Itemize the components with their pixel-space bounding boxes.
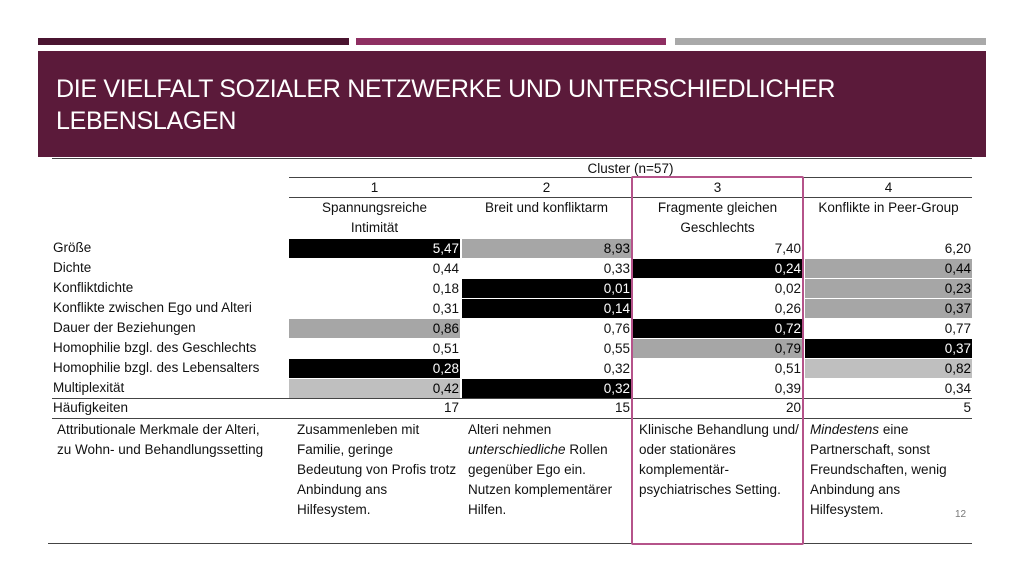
cluster-name-3: Fragmente gleichen Geschlechts <box>657 200 778 235</box>
value-cell: 7,40 <box>774 241 801 256</box>
cluster-number-2: 2 <box>542 180 551 195</box>
value-cell: 0,44 <box>432 261 459 276</box>
value-cell: 0,23 <box>805 279 972 298</box>
value-cell: 0,28 <box>289 359 460 378</box>
value-cell: 0,33 <box>603 261 630 276</box>
cluster-3-highlight <box>631 176 804 545</box>
cluster-number-3: 3 <box>713 180 722 195</box>
page-number: 12 <box>955 509 967 520</box>
cluster-header: Cluster (n=57) <box>587 161 674 176</box>
value-cell: 0,26 <box>774 301 801 316</box>
cluster-name-4: Konflikte in Peer-Group <box>818 200 959 215</box>
table-bottom-rule <box>48 543 972 544</box>
row-label: Größe <box>53 240 92 255</box>
value-cell: 0,76 <box>603 321 630 336</box>
cluster-number-4: 4 <box>884 180 893 195</box>
accent-bar-2 <box>356 38 666 45</box>
value-cell: 0,72 <box>633 319 802 338</box>
value-cell: 0,37 <box>805 299 972 318</box>
attributes-c2-post: Rollen gegenüber Ego ein. Nutzen komplem… <box>468 442 613 517</box>
row-label: Homophilie bzgl. des Geschlechts <box>53 340 257 355</box>
value-cell: 0,14 <box>462 299 631 318</box>
cluster-header-rule <box>289 177 972 178</box>
value-cell: 0,32 <box>462 379 631 398</box>
row-label: Konfliktdichte <box>53 280 134 295</box>
attributes-c4-emphasis: Mindestens <box>810 422 880 437</box>
value-cell: 0,34 <box>944 381 971 396</box>
frequency-top-rule <box>52 398 972 399</box>
frequency-value: 20 <box>785 400 801 415</box>
accent-bar-3 <box>675 38 986 45</box>
accent-bar-1 <box>38 38 349 45</box>
attributes-c2-emphasis: unterschiedliche <box>468 442 566 457</box>
value-cell: 6,20 <box>944 241 971 256</box>
row-label: Multiplexität <box>53 380 125 395</box>
value-cell: 0,44 <box>805 259 972 278</box>
slide-header: Die Vielfalt sozialer Netzwerke und unte… <box>38 51 986 157</box>
attributes-cluster-1: Zusammenleben mit Familie, geringe Bedeu… <box>297 422 457 517</box>
value-cell: 0,51 <box>432 341 459 356</box>
value-cell: 0,32 <box>603 361 630 376</box>
row-label: Konflikte zwischen Ego und Alteri <box>53 300 252 315</box>
value-cell: 0,02 <box>774 281 801 296</box>
attributes-label: Attributionale Merkmale der Alteri, zu W… <box>57 422 264 457</box>
value-cell: 8,93 <box>462 239 631 258</box>
value-cell: 0,51 <box>774 361 801 376</box>
value-cell: 0,55 <box>603 341 630 356</box>
attributes-c4-post: eine Partnerschaft, sonst Freundschaften… <box>810 422 947 517</box>
frequency-label: Häufigkeiten <box>53 400 129 415</box>
cluster-number-1: 1 <box>370 180 379 195</box>
value-cell: 0,86 <box>289 319 460 338</box>
row-label: Homophilie bzgl. des Lebensalters <box>53 360 260 375</box>
value-cell: 0,31 <box>432 301 459 316</box>
value-cell: 5,47 <box>289 239 460 258</box>
frequency-bottom-rule <box>52 418 972 419</box>
value-cell: 0,82 <box>805 359 972 378</box>
frequency-value: 17 <box>443 400 459 415</box>
value-cell: 0,18 <box>432 281 459 296</box>
value-cell: 0,37 <box>805 339 972 358</box>
value-cell: 0,39 <box>774 381 801 396</box>
table-top-rule <box>52 158 972 159</box>
frequency-value: 5 <box>963 400 971 415</box>
slide-title: Die Vielfalt sozialer Netzwerke und unte… <box>56 75 836 135</box>
row-label: Dauer der Beziehungen <box>53 320 196 335</box>
value-cell: 0,24 <box>633 259 802 278</box>
value-cell: 0,01 <box>462 279 631 298</box>
cluster-number-rule <box>289 197 972 198</box>
value-cell: 0,79 <box>633 339 802 358</box>
row-label: Dichte <box>53 260 92 275</box>
attributes-cluster-4: Mindestens eine Partnerschaft, sonst Fre… <box>810 420 960 520</box>
cluster-name-1: Spannungsreiche Intimität <box>321 200 428 235</box>
frequency-value: 15 <box>614 400 630 415</box>
attributes-cluster-2: Alteri nehmen unterschiedliche Rollen ge… <box>468 420 628 520</box>
value-cell: 0,42 <box>289 379 460 398</box>
value-cell: 0,77 <box>944 321 971 336</box>
attributes-cluster-3: Klinische Behandlung und/ oder stationär… <box>639 422 799 497</box>
cluster-name-2: Breit und konfliktarm <box>484 200 609 215</box>
attributes-c2-pre: Alteri nehmen <box>468 422 552 437</box>
